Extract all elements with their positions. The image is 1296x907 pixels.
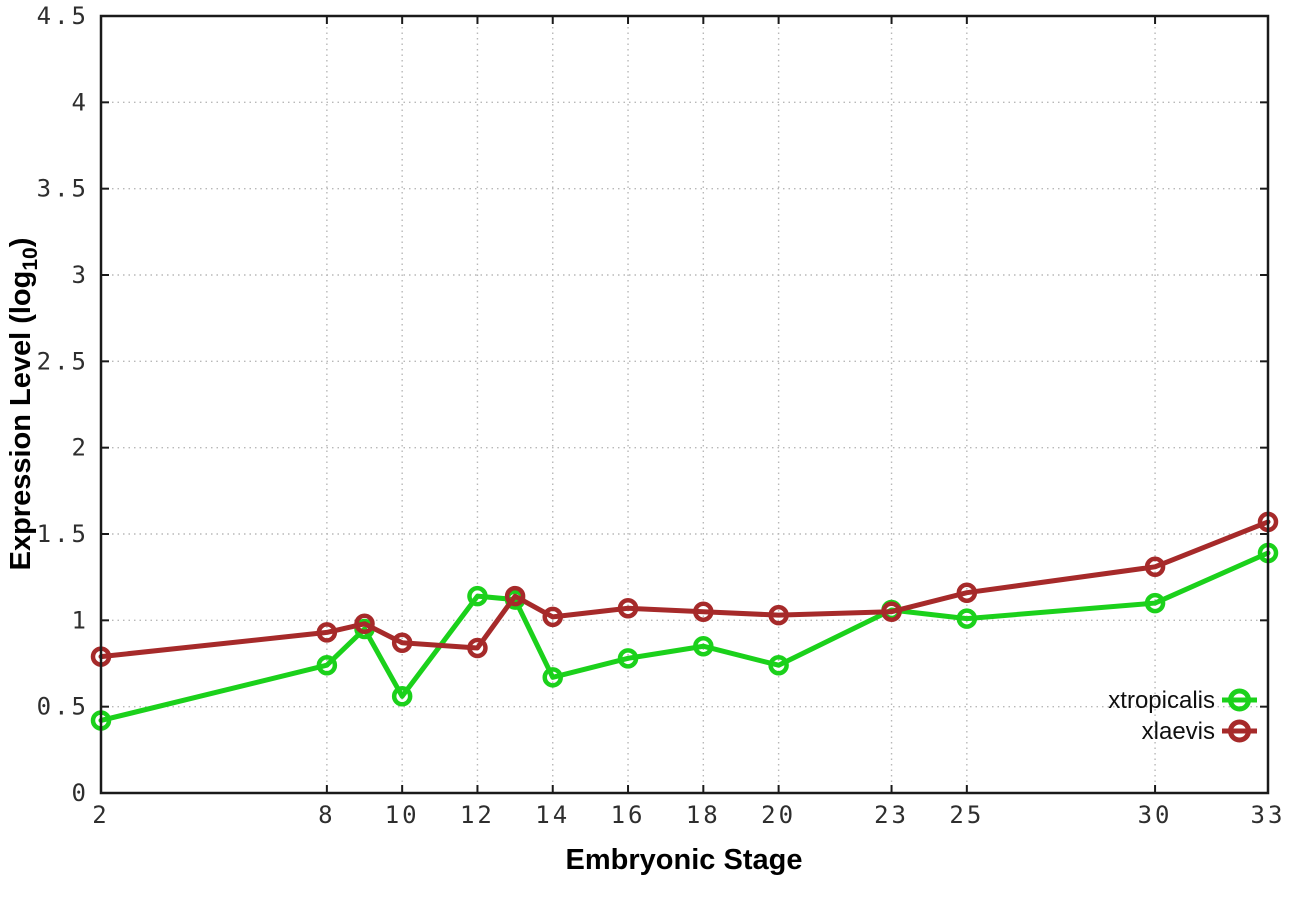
y-tick-label: 2.5 bbox=[37, 347, 89, 375]
y-tick-label: 0.5 bbox=[37, 693, 89, 721]
data-point-xlaevis bbox=[1144, 556, 1166, 578]
x-tick-label: 16 bbox=[611, 801, 646, 829]
x-tick-label: 2 bbox=[92, 801, 109, 829]
data-point-xlaevis bbox=[316, 622, 338, 643]
tick-labels: 2 8 10 12 14 16 18 20 23 25 30 33 0 0.5 1 1.5 2 2.5 3 3.5 4 4… bbox=[37, 2, 1286, 829]
data-point-xtropicalis bbox=[768, 654, 789, 676]
gridlines bbox=[100, 16, 1269, 793]
data-point-xlaevis bbox=[956, 582, 978, 603]
y-axis-title: Expression Level (log10) bbox=[5, 238, 42, 571]
data-point-xtropicalis bbox=[693, 635, 714, 657]
data-point-xlaevis bbox=[542, 606, 563, 628]
data-point-xlaevis bbox=[391, 632, 413, 654]
series-line-xtropicalis bbox=[98, 550, 1271, 723]
series-xlaevis bbox=[90, 511, 1279, 667]
y-tick-label: 0 bbox=[72, 779, 89, 807]
data-point-xlaevis bbox=[693, 601, 714, 622]
x-tick-label: 12 bbox=[460, 801, 495, 829]
series-line-xlaevis bbox=[98, 519, 1271, 660]
data-point-xtropicalis bbox=[391, 686, 413, 707]
data-point-xtropicalis bbox=[316, 654, 338, 676]
x-tick-label: 18 bbox=[686, 801, 721, 829]
data-point-xlaevis bbox=[881, 601, 902, 622]
y-tick-label: 3 bbox=[72, 261, 89, 289]
plot-border bbox=[99, 14, 1270, 795]
legend-label-xlaevis: xlaevis bbox=[1142, 718, 1215, 745]
axes bbox=[99, 14, 1270, 795]
legend-row-xtropicalis: xtropicalis bbox=[1108, 687, 1257, 714]
data-point-xlaevis bbox=[467, 637, 488, 659]
y-tick-label: 1 bbox=[72, 606, 89, 634]
x-tick-label: 33 bbox=[1251, 801, 1286, 829]
data-point-xlaevis bbox=[768, 604, 789, 626]
series-layer bbox=[90, 511, 1279, 731]
data-point-xlaevis bbox=[504, 585, 526, 607]
y-tick-label: 1.5 bbox=[37, 520, 89, 548]
legend-marker-xtropicalis bbox=[1228, 688, 1251, 712]
y-tick-label: 4.5 bbox=[37, 2, 89, 30]
data-point-xlaevis bbox=[617, 597, 639, 619]
x-tick-label: 8 bbox=[318, 801, 335, 829]
data-point-xlaevis bbox=[354, 613, 375, 635]
legend: xtropicalis xlaevis bbox=[1108, 687, 1257, 745]
data-point-xtropicalis bbox=[467, 585, 488, 607]
x-axis-title: Embryonic Stage bbox=[566, 844, 803, 876]
y-tick-label: 3.5 bbox=[37, 175, 89, 203]
x-tick-label: 30 bbox=[1138, 801, 1173, 829]
data-point-xtropicalis bbox=[956, 608, 978, 629]
legend-row-xlaevis: xlaevis bbox=[1142, 718, 1257, 745]
x-tick-label: 10 bbox=[385, 801, 420, 829]
data-point-xtropicalis bbox=[1144, 592, 1166, 614]
x-tick-label: 23 bbox=[874, 801, 909, 829]
y-tick-label: 4 bbox=[72, 88, 89, 116]
y-tick-label: 2 bbox=[72, 434, 89, 462]
x-tick-label: 25 bbox=[949, 801, 984, 829]
data-point-xtropicalis bbox=[542, 667, 563, 688]
legend-label-xtropicalis: xtropicalis bbox=[1108, 687, 1215, 714]
legend-marker-xlaevis bbox=[1228, 719, 1251, 743]
data-point-xtropicalis bbox=[617, 648, 639, 669]
x-tick-label: 20 bbox=[761, 801, 796, 829]
x-tick-label: 14 bbox=[535, 801, 570, 829]
